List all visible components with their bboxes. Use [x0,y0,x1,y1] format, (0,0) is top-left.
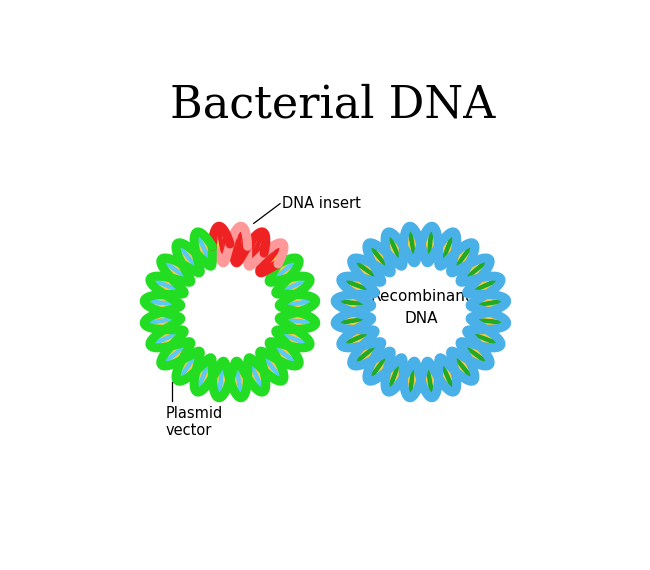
Text: DNA insert: DNA insert [282,196,361,211]
Text: Bacterial DNA: Bacterial DNA [170,84,496,127]
Text: Recombinant
DNA: Recombinant DNA [370,289,471,326]
Text: Plasmid
vector: Plasmid vector [166,406,223,438]
